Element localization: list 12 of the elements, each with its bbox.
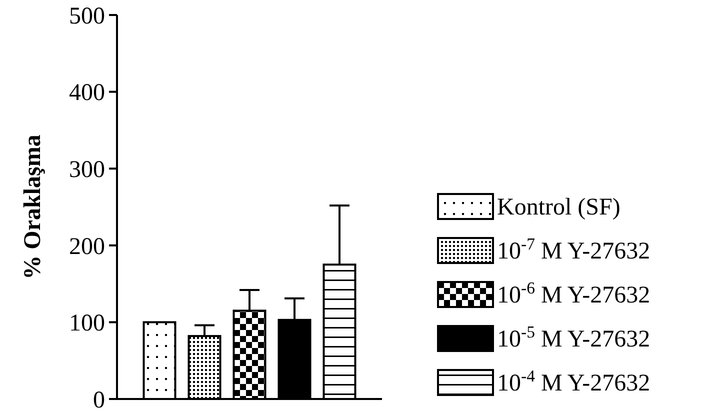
legend-label: 10$^{-7}$ M Y-27632 (497, 234, 650, 264)
y-tick-label: 300 (69, 157, 105, 183)
y-tick-label: 500 (69, 3, 105, 30)
legend-label: 10$^{-5}$ M Y-27632 (497, 322, 650, 352)
legend-label: Kontrol (SF) (497, 194, 620, 220)
legend-label: 10$^{-6}$ M Y-27632 (497, 278, 650, 308)
legend-label: 10$^{-4}$ M Y-27632 (497, 366, 650, 396)
y-tick-label: 100 (69, 310, 105, 337)
y-tick-label: 200 (69, 234, 105, 260)
y-axis-title: % Oraklaşma (20, 134, 46, 280)
y-tick-label: 0 (93, 387, 105, 414)
y-tick-label: 400 (69, 80, 105, 106)
